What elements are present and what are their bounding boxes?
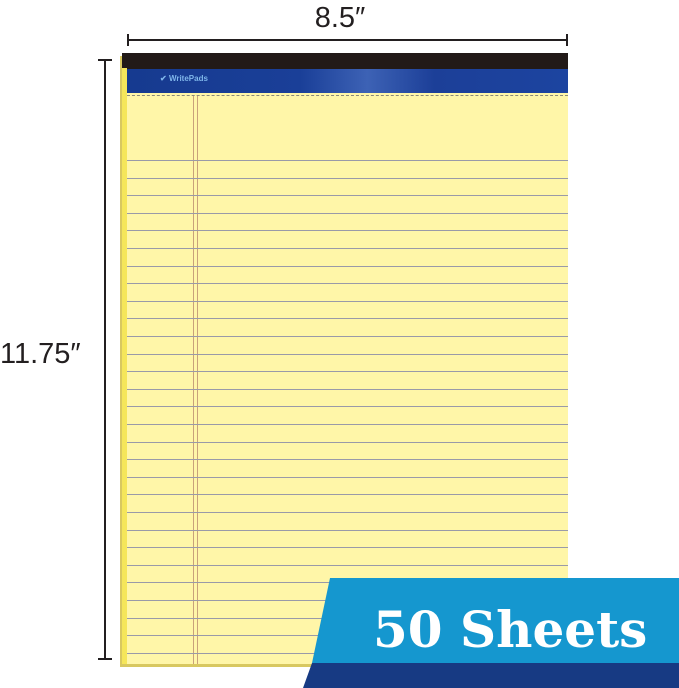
ruled-line <box>122 477 568 478</box>
pad-header <box>122 69 568 93</box>
pad-edge <box>122 68 127 664</box>
ruled-line <box>122 459 568 460</box>
ruled-line <box>122 512 568 513</box>
width-tick-right <box>566 34 568 46</box>
brand-logo: ✔ WritePads <box>160 74 208 83</box>
ruled-line <box>122 406 568 407</box>
sheet-count-text: 50 Sheets <box>373 600 648 659</box>
pad-binding <box>122 53 568 69</box>
width-dimension-label: 8.5″ <box>314 2 366 34</box>
ruled-line <box>122 178 568 179</box>
margin-line <box>193 96 194 664</box>
height-tick-bottom <box>98 658 112 660</box>
ruled-line <box>122 494 568 495</box>
ruled-line <box>122 530 568 531</box>
margin-line <box>197 96 198 664</box>
ruled-line <box>122 354 568 355</box>
brand-name: WritePads <box>168 74 208 83</box>
width-tick-left <box>127 34 129 46</box>
ruled-line <box>122 442 568 443</box>
ruled-line <box>122 318 568 319</box>
ruled-line <box>122 424 568 425</box>
ruled-line <box>122 371 568 372</box>
ruled-line <box>122 195 568 196</box>
legal-pad: ✔ WritePads <box>122 53 568 664</box>
ruled-line <box>122 336 568 337</box>
ruled-line <box>122 248 568 249</box>
height-dimension-label: 11.75″ <box>0 338 81 370</box>
width-dimension-line <box>127 39 568 41</box>
height-dimension-line <box>104 60 106 660</box>
sheet-count-banner <box>303 578 679 688</box>
ruled-line <box>122 565 568 566</box>
perforation-line <box>122 95 568 96</box>
banner-light <box>312 578 679 663</box>
height-tick-top <box>98 59 112 61</box>
banner-dark <box>303 663 679 688</box>
ruled-line <box>122 389 568 390</box>
ruled-line <box>122 547 568 548</box>
ruled-line <box>122 230 568 231</box>
ruled-line <box>122 301 568 302</box>
ruled-line <box>122 160 568 161</box>
ruled-line <box>122 266 568 267</box>
ruled-line <box>122 283 568 284</box>
ruled-line <box>122 213 568 214</box>
